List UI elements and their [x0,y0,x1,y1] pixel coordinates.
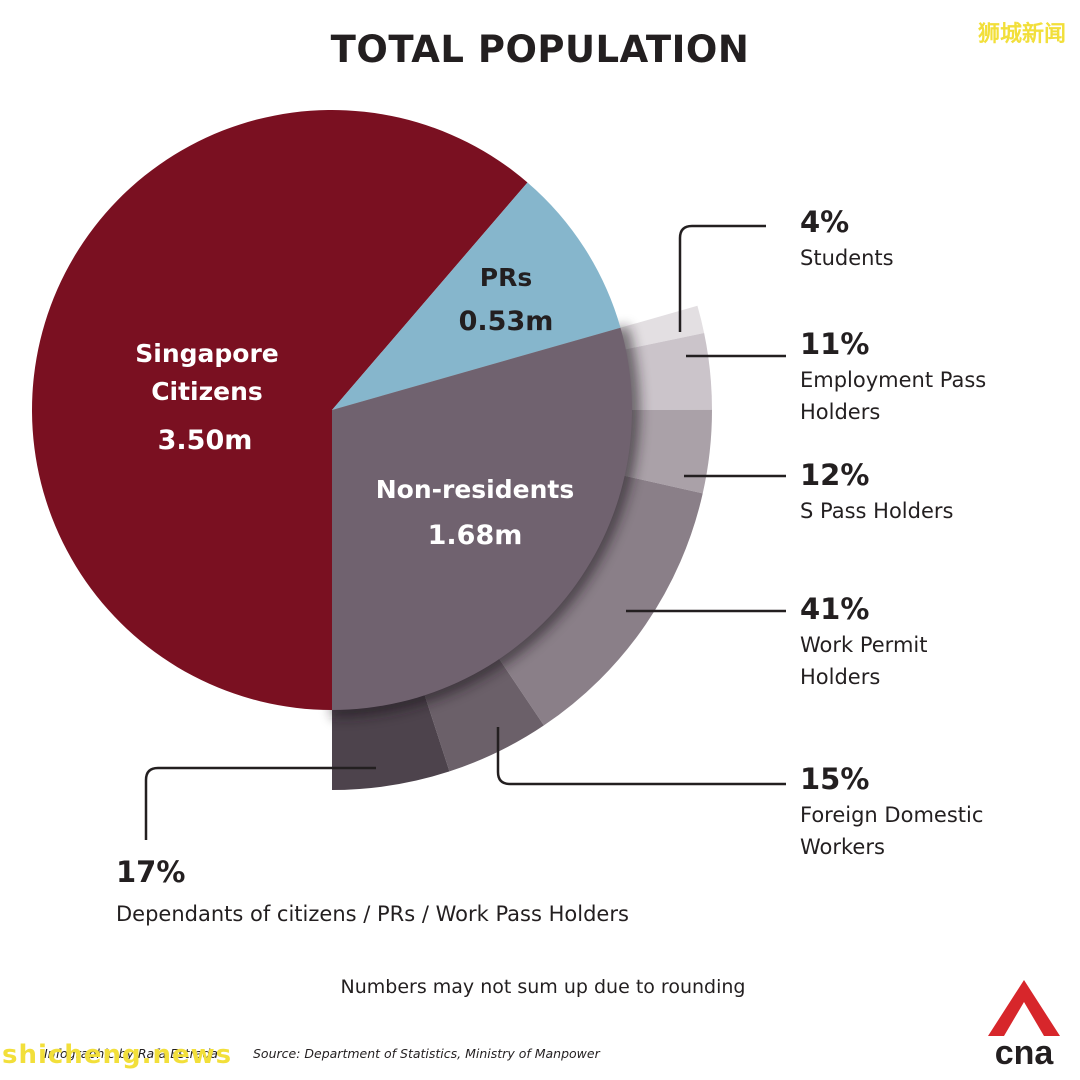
callout-s-pass-label: S Pass Holders [800,499,954,524]
slice-label-citizens-line1: Singapore [135,339,279,368]
callout-employment-pass-pct: 11% [800,327,870,361]
callout-fdw: 15% Foreign Domestic Workers [800,762,1015,863]
main-pie [32,110,633,711]
callout-fdw-pct: 15% [800,762,870,796]
slice-label-prs: PRs [480,263,532,292]
callout-work-permit: 41% Work Permit Holders [800,592,970,693]
slice-prs [332,182,621,410]
watermark-en: shicheng.news [2,1040,233,1070]
slice-label-non-residents: Non-residents [376,475,575,504]
slice-value-prs: 0.53m [459,306,554,337]
callout-students: 4% Students [800,205,1020,275]
source-credit: Source: Department of Statistics, Minist… [253,1046,600,1061]
leader-line-dependants [144,766,376,840]
callout-employment-pass-label: Employment Pass Holders [800,368,987,424]
callout-dependants-label: Dependants of citizens / PRs / Work Pass… [116,902,629,927]
slice-label-citizens-line2: Citizens [151,377,263,406]
callout-work-permit-label: Work Permit Holders [800,633,928,689]
cna-logo: cna [988,980,1060,1070]
slice-value-non-residents: 1.68m [428,520,523,551]
leader-lines [144,224,786,840]
leader-line-students [678,224,766,332]
callout-fdw-label: Foreign Domestic Workers [800,803,984,859]
callout-work-permit-pct: 41% [800,592,870,626]
cna-logo-text: cna [995,1034,1055,1070]
callout-students-pct: 4% [800,205,850,239]
rounding-note: Numbers may not sum up due to rounding [340,976,746,998]
slice-non-residents [332,327,633,711]
callout-s-pass-pct: 12% [800,458,870,492]
chart-title: TOTAL POPULATION [330,28,750,71]
callout-students-label: Students [800,246,894,271]
infographic-credit: Infographic by Rafa Estrada [44,1046,218,1061]
slice-value-citizens: 3.50m [158,425,253,456]
callout-employment-pass: 11% Employment Pass Holders [800,327,1030,428]
leader-line-fdw [496,727,786,786]
watermark-cn: 狮城新闻 [977,22,1066,47]
callout-dependants: 17% Dependants of citizens / PRs / Work … [116,855,756,931]
callout-s-pass: 12% S Pass Holders [800,458,1030,528]
slice-citizens [32,110,528,711]
callout-dependants-pct: 17% [116,855,186,889]
